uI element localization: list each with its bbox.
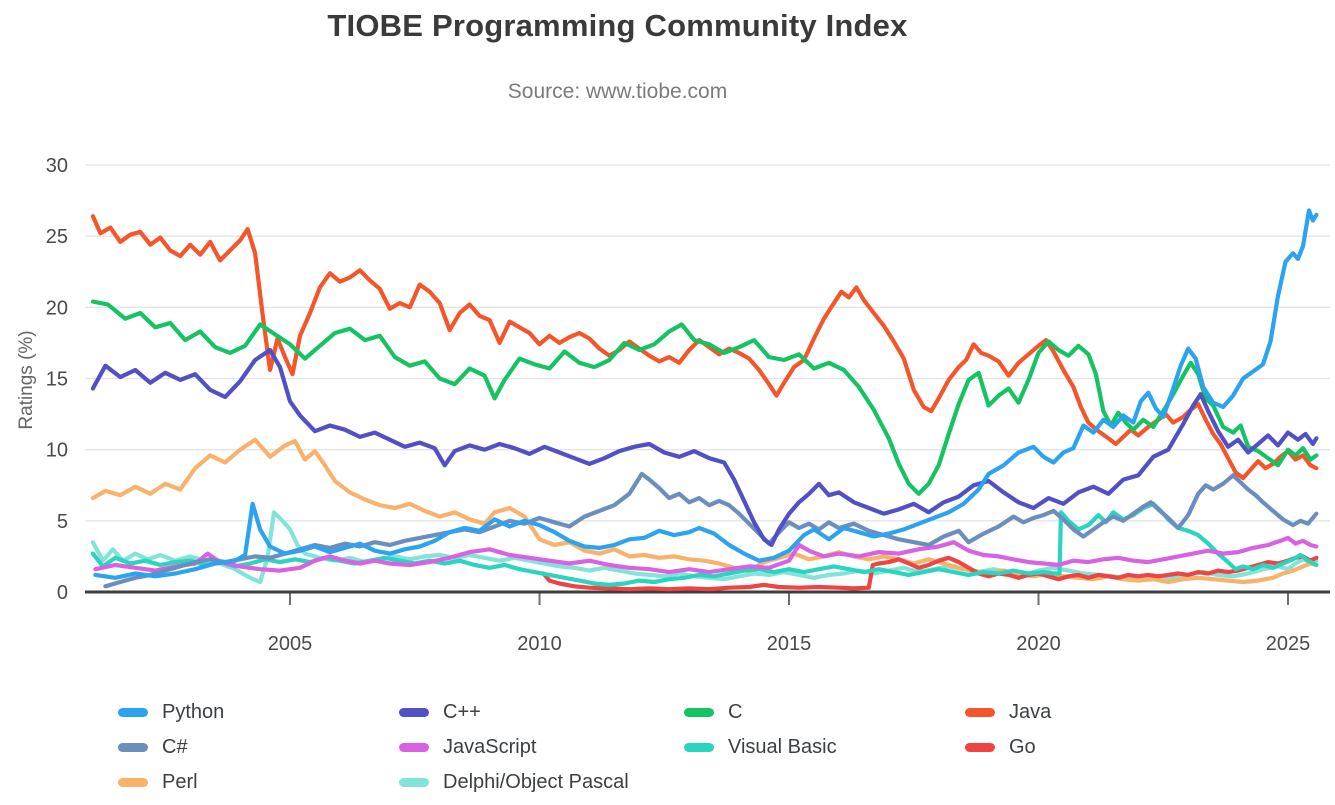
y-tick-label: 0 xyxy=(57,582,68,604)
y-tick-label: 25 xyxy=(46,226,68,248)
series-line-java xyxy=(90,214,1319,481)
series-line-delphi-object-pascal xyxy=(90,510,1319,585)
legend-label: C++ xyxy=(443,700,481,723)
legend-label: Delphi/Object Pascal xyxy=(443,770,629,793)
chart-subtitle: Source: www.tiobe.com xyxy=(507,80,728,103)
legend-item: Python xyxy=(118,700,399,724)
legend-swatch-icon xyxy=(118,777,148,787)
legend-swatch-icon xyxy=(684,742,714,752)
y-tick-label: 5 xyxy=(57,511,68,533)
legend-item: JavaScript xyxy=(399,735,684,759)
legend-item: C# xyxy=(118,735,399,759)
x-tick-label: 2005 xyxy=(268,633,313,655)
legend-swatch-icon xyxy=(965,707,995,717)
legend-label: C xyxy=(728,700,743,723)
legend-swatch-icon xyxy=(118,742,148,752)
legend-item: Delphi/Object Pascal xyxy=(399,770,684,794)
x-tick-label: 2025 xyxy=(1266,633,1311,655)
legend-item: Visual Basic xyxy=(684,735,965,759)
series-line-c xyxy=(90,299,1319,496)
x-tick-label: 2015 xyxy=(767,633,812,655)
legend-swatch-icon xyxy=(399,777,429,787)
legend-label: Perl xyxy=(162,770,198,793)
legend-swatch-icon xyxy=(399,707,429,717)
legend-item: Go xyxy=(965,735,1308,759)
y-tick-label: 10 xyxy=(46,440,68,462)
legend-swatch-icon xyxy=(399,742,429,752)
series-line-python xyxy=(93,208,1319,580)
legend-swatch-icon xyxy=(684,707,714,717)
legend-item: C xyxy=(684,700,965,724)
legend-item: Perl xyxy=(118,770,399,794)
series-line-c- xyxy=(90,347,1319,548)
legend-label: JavaScript xyxy=(443,735,537,758)
x-tick-label: 2010 xyxy=(517,633,562,655)
y-tick-label: 20 xyxy=(46,297,68,319)
legend-label: Python xyxy=(162,700,225,723)
x-tick-label: 2020 xyxy=(1016,633,1061,655)
legend-swatch-icon xyxy=(965,742,995,752)
legend: Python C++ C Java C# JavaScript Visual B… xyxy=(118,700,1308,794)
legend-label: Visual Basic xyxy=(728,735,837,758)
series-line-javascript xyxy=(93,535,1319,575)
y-tick-label: 15 xyxy=(46,369,68,391)
series-line-perl xyxy=(90,437,1319,585)
legend-label: Java xyxy=(1009,700,1052,723)
legend-item: Java xyxy=(965,700,1308,724)
chart-title: TIOBE Programming Community Index xyxy=(327,8,908,43)
legend-label: Go xyxy=(1009,735,1036,758)
legend-label: C# xyxy=(162,735,188,758)
y-tick-label: 30 xyxy=(46,155,68,177)
legend-swatch-icon xyxy=(118,707,148,717)
legend-item: C++ xyxy=(399,700,684,724)
